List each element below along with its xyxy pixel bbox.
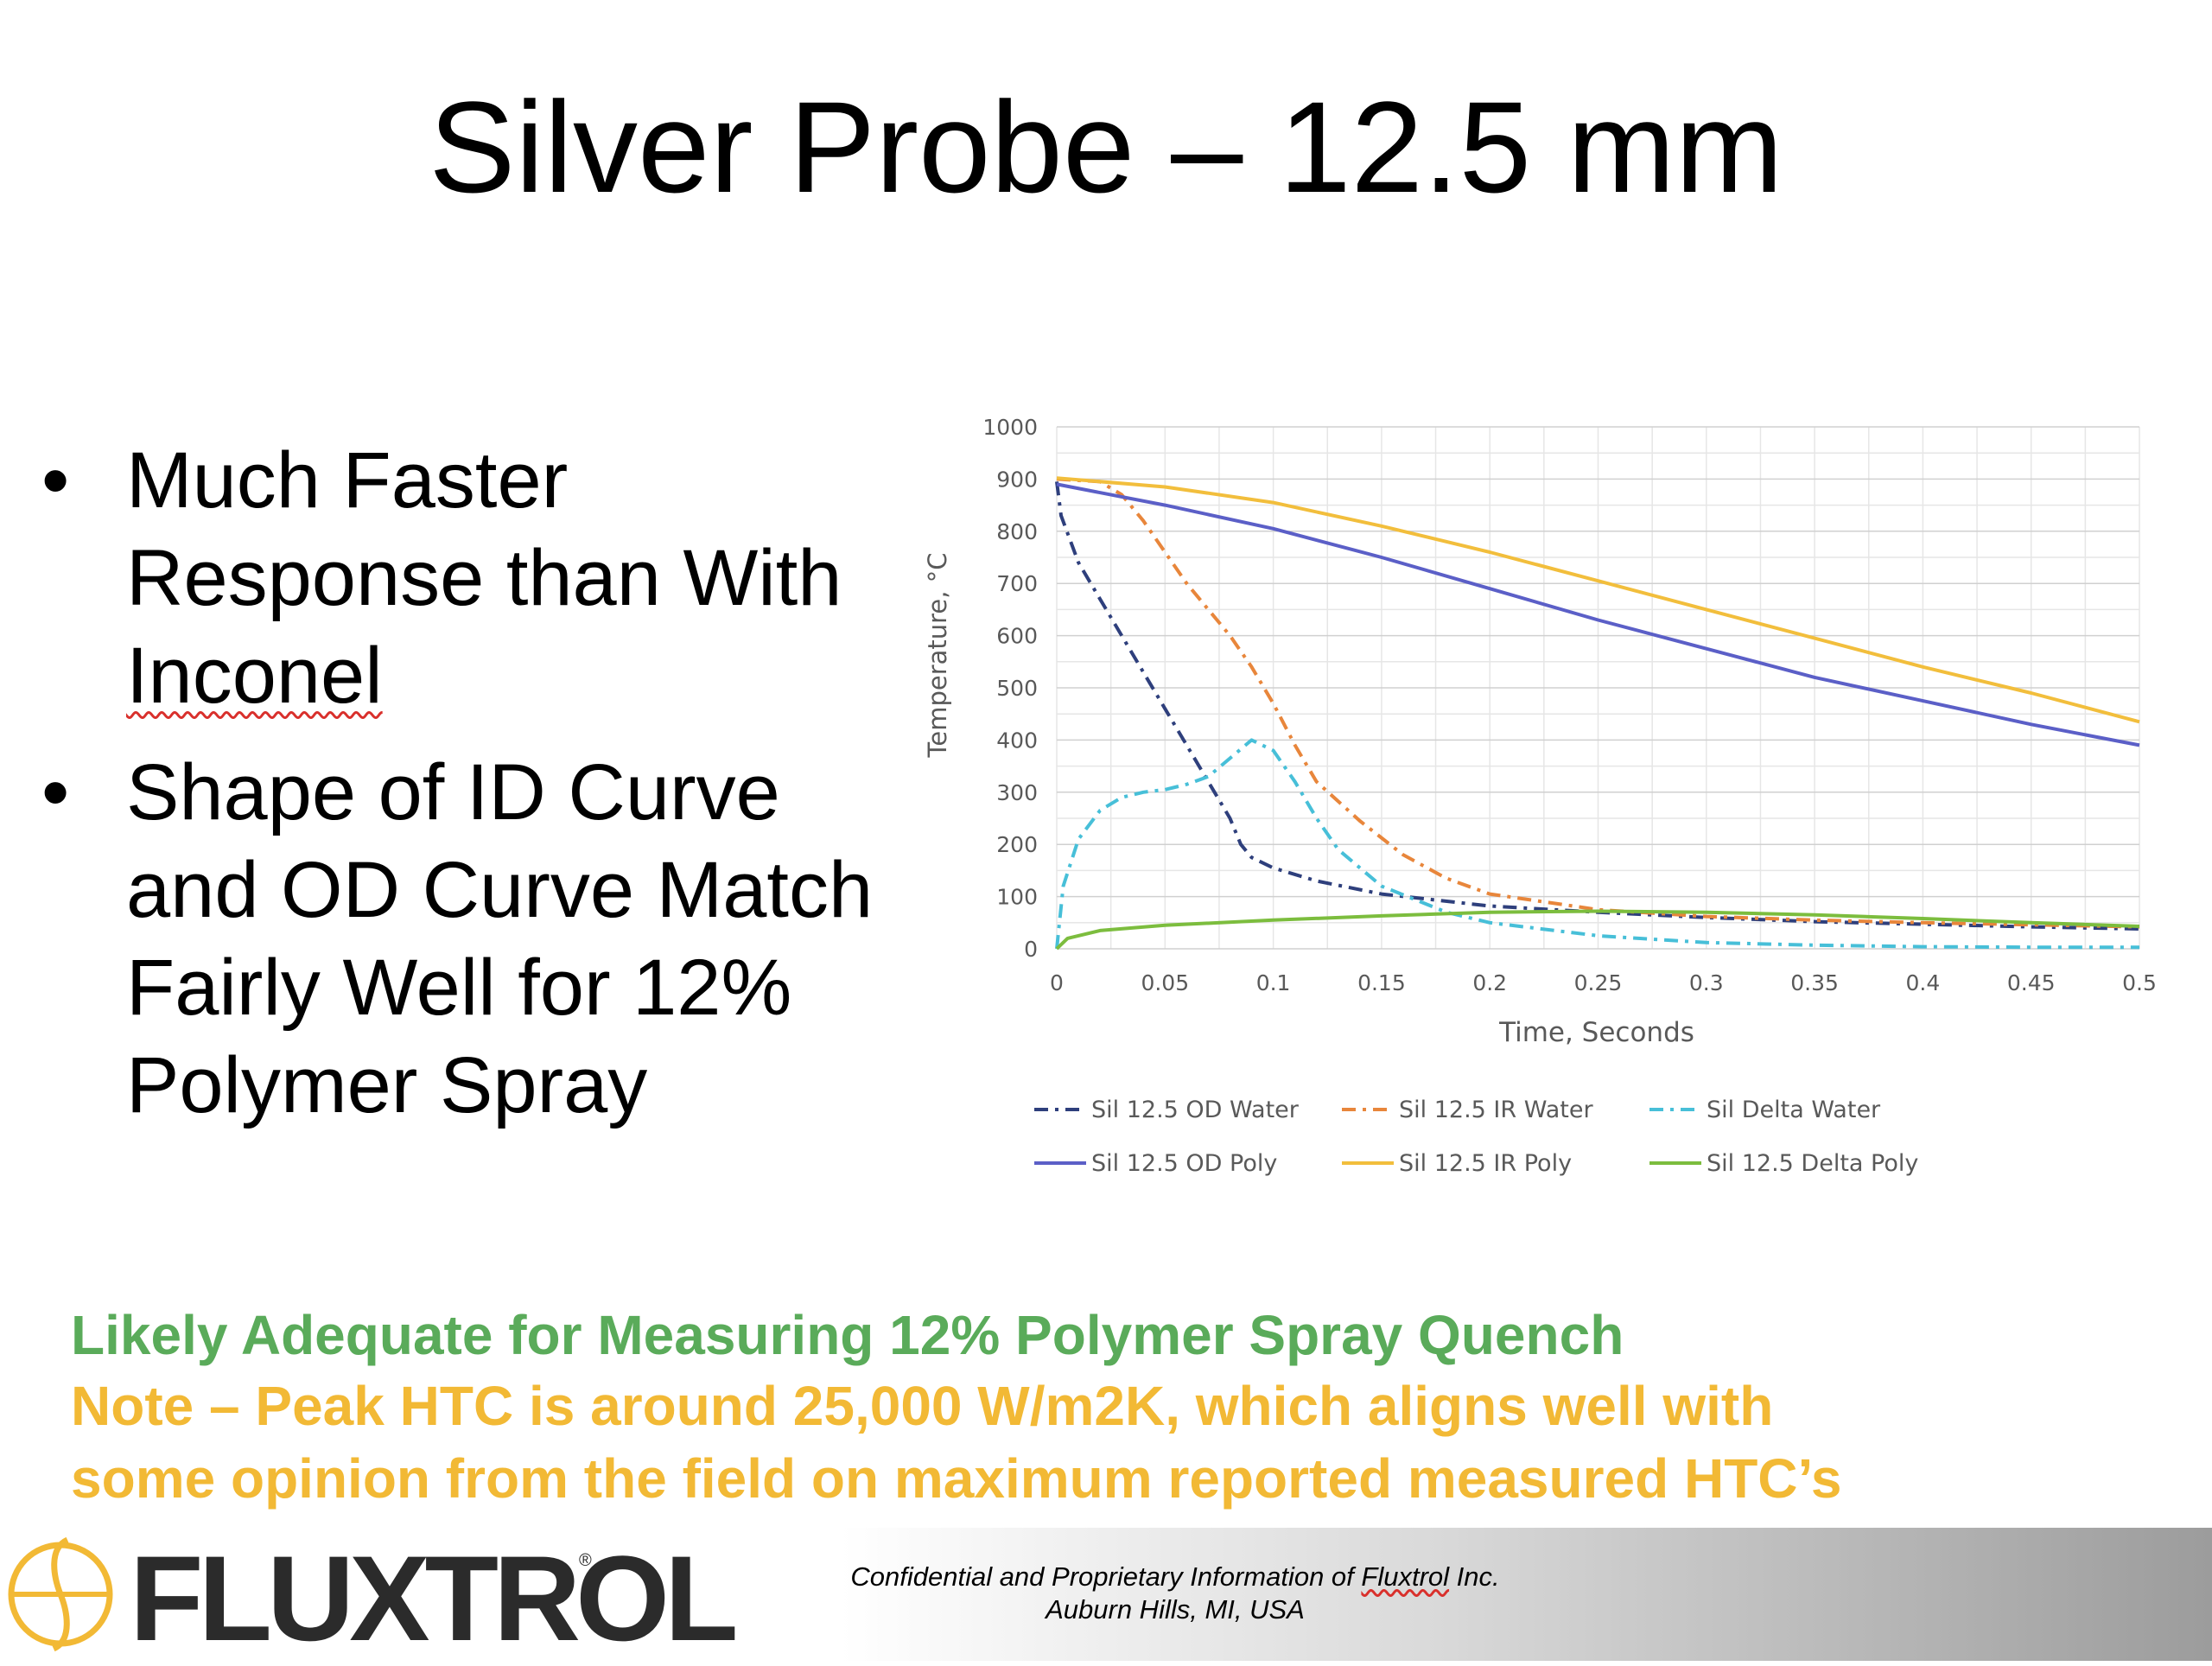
y-tick-label: 300	[996, 780, 1038, 805]
footer-bar	[0, 1528, 2212, 1661]
confidential-text: Confidential and Proprietary Information…	[850, 1561, 1362, 1592]
htc-note-line-2: some opinion from the field on maximum r…	[71, 1447, 1842, 1510]
chart-axes: 0 100 200 300 400 500 600 700 800 900 1000 0 0.05 0.1…	[982, 415, 2157, 995]
x-tick-label: 0.25	[1574, 970, 1623, 995]
x-tick-label: 0.5	[2122, 970, 2157, 995]
legend-entry: Sil 12.5 IR Water	[1399, 1097, 1593, 1123]
series-line-5	[1056, 476, 2140, 724]
confidential-text-end: Inc.	[1449, 1561, 1500, 1592]
series-line-1	[1055, 481, 2140, 931]
y-tick-label: 600	[996, 624, 1038, 649]
bullet-list: • Much Faster Response than With Inconel…	[35, 432, 881, 1154]
bullet-item-2: • Shape of ID Curve and OD Curve Match F…	[35, 744, 881, 1135]
legend-entry: Sil 12.5 OD Poly	[1091, 1150, 1277, 1177]
x-tick-label: 0.4	[1906, 970, 1941, 995]
y-tick-label: 0	[1024, 937, 1038, 962]
slide-title: Silver Probe – 12.5 mm	[429, 74, 1783, 219]
series-line-4	[1056, 482, 2140, 747]
legend-entry: Sil 12.5 IR Poly	[1399, 1150, 1572, 1177]
y-tick-label: 100	[996, 885, 1038, 910]
registered-mark: ®	[579, 1551, 592, 1570]
bullet-text-2: Shape of ID Curve and OD Curve Match Fai…	[126, 748, 874, 1129]
legend-entry: Sil 12.5 Delta Poly	[1707, 1150, 1918, 1177]
temperature-chart: 0 100 200 300 400 500 600 700 800 900 1000 0 0.05 0.1…	[916, 397, 2177, 1192]
bullet-item-1: • Much Faster Response than With Inconel	[35, 432, 881, 725]
htc-note-line-1: Note – Peak HTC is around 25,000 W/m2K, …	[71, 1375, 1774, 1437]
confidential-notice: Confidential and Proprietary Information…	[743, 1561, 1607, 1626]
fluxtrol-logo-icon	[8, 1536, 113, 1652]
x-tick-label: 0.1	[1256, 970, 1291, 995]
chart-legend: Sil 12.5 OD Water Sil 12.5 IR Water Sil De…	[1034, 1097, 1918, 1177]
y-tick-label: 400	[996, 728, 1038, 753]
conclusion-note: Likely Adequate for Measuring 12% Polyme…	[71, 1304, 1624, 1366]
series-line-6	[1055, 909, 2140, 951]
logo-wordmark: FLUXTROL	[130, 1530, 739, 1666]
x-tick-label: 0.35	[1790, 970, 1839, 995]
chart-svg: 0 100 200 300 400 500 600 700 800 900 1000 0 0.05 0.1…	[923, 415, 2157, 1177]
x-axis-label: Time, Seconds	[1498, 1017, 1694, 1048]
x-tick-label: 0	[1050, 970, 1064, 995]
chart-grid	[1056, 426, 2140, 950]
series-line-2	[1056, 477, 2140, 929]
legend-entry: Sil 12.5 OD Water	[1091, 1097, 1300, 1123]
location-line: Auburn Hills, MI, USA	[1046, 1594, 1305, 1625]
bullet-dot: •	[41, 436, 70, 525]
confidential-line: Confidential and Proprietary Information…	[743, 1561, 1607, 1593]
bullet-text-1: Much Faster Response than With	[126, 436, 842, 622]
legend-entry: Sil Delta Water	[1707, 1097, 1881, 1123]
y-tick-label: 500	[996, 676, 1038, 701]
spellcheck-flagged-company: Fluxtrol	[1361, 1561, 1450, 1592]
y-tick-label: 700	[996, 571, 1038, 596]
x-tick-label: 0.45	[2007, 970, 2056, 995]
y-tick-label: 200	[996, 832, 1038, 857]
y-axis-label: Temperature, °C	[923, 553, 952, 759]
htc-note: Note – Peak HTC is around 25,000 W/m2K, …	[71, 1370, 1842, 1515]
bullet-dot: •	[41, 748, 70, 836]
y-tick-label: 900	[996, 467, 1038, 492]
x-tick-label: 0.05	[1141, 970, 1189, 995]
spellcheck-flagged-word: Inconel	[126, 632, 383, 720]
x-tick-label: 0.15	[1357, 970, 1406, 995]
chart-series	[1055, 476, 2140, 951]
x-tick-label: 0.3	[1689, 970, 1724, 995]
y-tick-label: 1000	[982, 415, 1038, 440]
x-tick-label: 0.2	[1472, 970, 1507, 995]
y-tick-label: 800	[996, 519, 1038, 544]
